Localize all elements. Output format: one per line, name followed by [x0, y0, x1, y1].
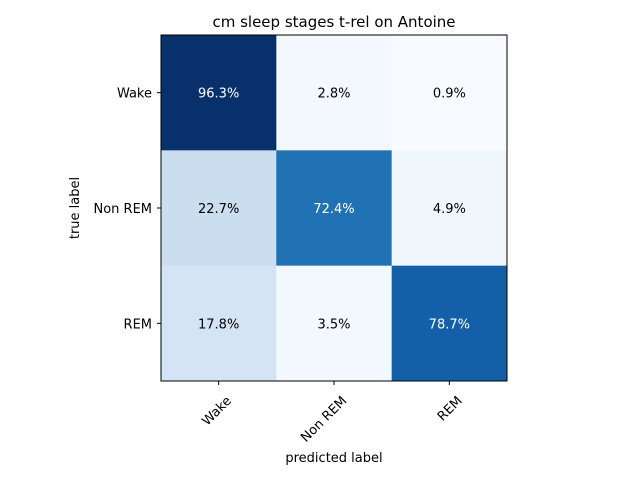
heatmap-cell	[276, 150, 393, 267]
heatmap-cell	[276, 265, 393, 382]
y-axis-label: true label	[68, 177, 83, 239]
y-tick-label: REM	[124, 317, 152, 332]
cell-value-label: 4.9%	[433, 202, 466, 217]
y-axis-ticks: Wake Non REM REM	[93, 87, 161, 332]
cell-value-label: 2.8%	[317, 87, 350, 102]
heatmap-cell	[161, 265, 277, 382]
heatmap-cells	[161, 35, 508, 382]
cell-value-label: 22.7%	[198, 202, 239, 217]
y-tick-label: Non REM	[93, 202, 152, 217]
heatmap-cell	[391, 35, 508, 151]
heatmap-cell	[161, 35, 277, 151]
heatmap-cell-labels: 96.3% 2.8% 0.9% 22.7% 72.4% 4.9% 17.8% 3.5% 78.7…	[198, 87, 470, 333]
heatmap-cell	[391, 150, 508, 267]
cell-value-label: 17.8%	[198, 317, 239, 332]
heatmap-cell	[161, 150, 277, 267]
heatmap-cell	[391, 265, 508, 382]
y-tick-label: Wake	[117, 87, 152, 102]
cell-value-label: 3.5%	[317, 317, 350, 332]
cell-value-label: 0.9%	[433, 87, 466, 102]
cell-value-label: 78.7%	[429, 317, 470, 332]
x-axis-label: predicted label	[285, 451, 382, 466]
chart-title: cm sleep stages t-rel on Antoine	[212, 13, 455, 31]
heatmap-cell	[276, 35, 393, 151]
cell-value-label: 96.3%	[198, 87, 239, 102]
cell-value-label: 72.4%	[313, 202, 354, 217]
